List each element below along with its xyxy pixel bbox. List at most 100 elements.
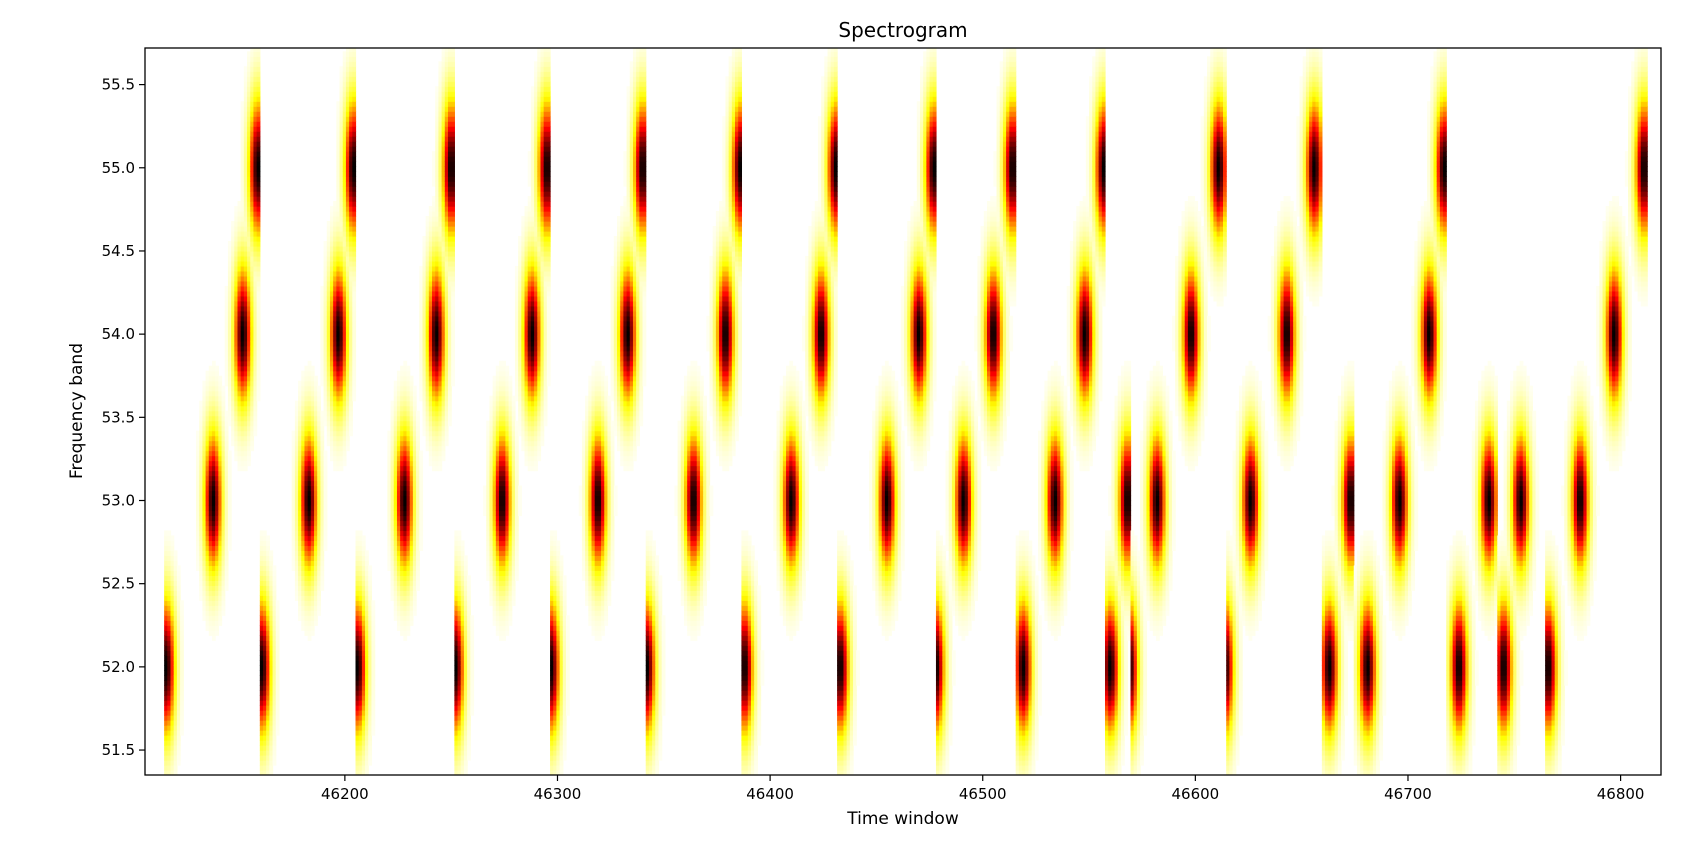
heatmap-cell [256,171,261,177]
heatmap-cell [215,425,219,432]
heatmap-cell [320,415,325,422]
heatmap-cell [361,540,366,547]
heatmap-cell [345,51,350,57]
heatmap-cell [304,515,309,522]
heatmap-cell [176,595,181,601]
heatmap-cell [240,255,245,262]
heatmap-cell [403,495,408,502]
heatmap-cell [256,76,261,82]
heatmap-cell [310,495,315,502]
heatmap-cell [247,460,251,467]
heatmap-cell [256,320,261,327]
heatmap-cell [419,510,424,517]
heatmap-cell [247,191,251,197]
heatmap-cell [211,510,216,517]
heatmap-cell [336,405,341,412]
heatmap-cell [365,580,369,586]
heatmap-cell [234,390,239,397]
heatmap-cell [211,370,216,377]
heatmap-cell [164,660,168,666]
heatmap-cell [170,585,175,591]
heatmap-cell [202,585,207,591]
heatmap-cell [256,355,261,362]
heatmap-cell [250,380,255,387]
heatmap-cell [269,625,274,631]
heatmap-cell [336,355,341,362]
heatmap-cell [221,510,226,517]
heatmap-cell [396,485,401,492]
heatmap-cell [263,610,267,616]
heatmap-cell [250,235,255,242]
heatmap-cell [390,430,395,437]
heatmap-cell [266,645,270,651]
heatmap-cell [301,435,306,442]
heatmap-cell [355,550,360,556]
heatmap-cell [180,725,184,731]
heatmap-cell [253,206,258,212]
heatmap-cell [263,630,267,636]
heatmap-cell [301,540,306,547]
heatmap-cell [266,670,270,676]
heatmap-cell [272,605,277,611]
heatmap-cell [196,450,200,457]
heatmap-cell [349,300,353,307]
heatmap-cell [256,360,261,367]
heatmap-cell [256,166,261,172]
heatmap-cell [451,211,455,217]
heatmap-cell [342,245,347,252]
heatmap-cell [266,610,270,616]
heatmap-cell [237,295,242,302]
heatmap-cell [393,445,398,452]
heatmap-cell [345,186,350,192]
heatmap-cell [349,370,353,377]
heatmap-cell [342,71,347,77]
heatmap-cell [298,460,302,467]
heatmap-cell [294,435,299,442]
heatmap-cell [323,410,328,417]
heatmap-cell [514,525,519,532]
heatmap-cell [173,615,178,621]
heatmap-cell [368,740,373,746]
heatmap-cell [317,500,322,507]
heatmap-cell [365,620,369,626]
heatmap-cell [396,480,401,487]
heatmap-cell [333,330,337,337]
heatmap-cell [294,515,299,522]
heatmap-cell [310,425,315,432]
heatmap-cell [310,580,315,586]
heatmap-cell [275,700,280,706]
heatmap-cell [342,216,347,222]
heatmap-cell [269,740,274,746]
heatmap-cell [387,500,392,507]
heatmap-cell [310,540,315,547]
heatmap-cell [333,231,337,237]
heatmap-cell [247,405,251,412]
heatmap-cell [240,260,245,267]
heatmap-cell [301,375,306,382]
heatmap-cell [329,255,334,262]
heatmap-cell [358,530,363,537]
heatmap-cell [243,330,248,337]
heatmap-cell [317,515,322,522]
heatmap-cell [352,275,357,282]
heatmap-cell [314,430,318,437]
heatmap-cell [243,280,248,287]
heatmap-cell [329,420,334,427]
heatmap-cell [323,330,328,337]
heatmap-cell [291,560,296,566]
heatmap-cell [211,495,216,502]
heatmap-cell [320,545,325,552]
heatmap-cell [406,465,411,472]
heatmap-cell [272,740,277,746]
heatmap-cell [275,690,280,696]
heatmap-cell [269,690,274,696]
heatmap-cell [215,605,219,611]
heatmap-cell [307,385,312,392]
heatmap-cell [349,221,353,227]
heatmap-cell [358,695,363,701]
heatmap-cell [467,745,471,751]
heatmap-cell [301,385,306,392]
heatmap-cell [294,510,299,517]
heatmap-cell [339,250,344,257]
heatmap-cell [396,430,401,437]
